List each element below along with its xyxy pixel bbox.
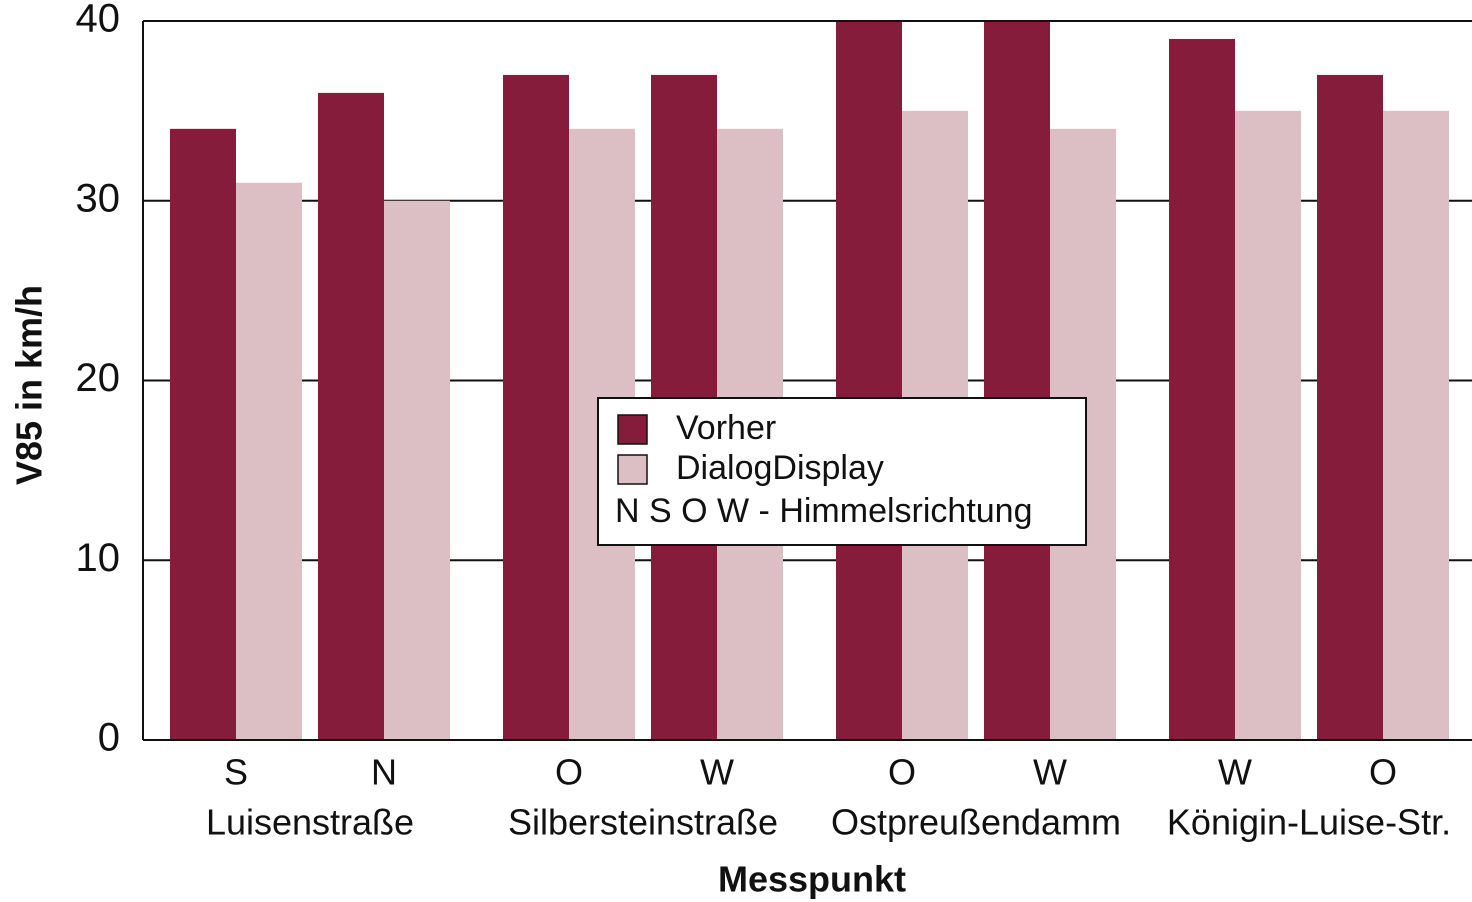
x-axis-label: Messpunkt	[718, 859, 906, 900]
x-tick-label: O	[555, 752, 583, 793]
legend-swatch	[617, 454, 648, 485]
group-label: Ostpreußendamm	[831, 802, 1121, 843]
group-label: Luisenstraße	[206, 802, 414, 843]
bar	[1317, 74, 1383, 741]
group-label: Silbersteinstraße	[508, 802, 778, 843]
bar	[170, 128, 236, 741]
x-tick-label: W	[1218, 752, 1252, 793]
y-tick-label: 20	[76, 356, 121, 400]
y-tick-label: 40	[76, 0, 121, 41]
group-label: Königin-Luise-Str.	[1167, 802, 1451, 843]
axes: 0 10 20 30 40 S N O W O W W O Luisenstraße Silberstein…	[76, 0, 1472, 843]
x-tick-label: S	[224, 752, 248, 793]
bar	[1383, 110, 1449, 740]
bar	[1235, 110, 1301, 740]
bar	[236, 182, 302, 740]
legend-note: N S O W - Himmelsrichtung	[615, 492, 1033, 530]
bar	[836, 21, 902, 740]
y-tick-label: 30	[76, 176, 121, 220]
y-tick-label: 10	[76, 536, 121, 580]
legend-swatch	[617, 414, 648, 445]
x-tick-label: W	[700, 752, 734, 793]
bars	[170, 21, 1449, 741]
bar	[1169, 38, 1235, 741]
legend-label: Vorher	[676, 409, 776, 447]
x-tick-label: N	[371, 752, 397, 793]
x-tick-label: O	[1369, 752, 1397, 793]
legend-label: DialogDisplay	[676, 449, 884, 487]
x-tick-label: O	[888, 752, 916, 793]
y-tick-label: 0	[98, 716, 120, 760]
y-axis-label: V85 in km/h	[9, 285, 50, 485]
legend-box	[597, 397, 1087, 546]
bar	[318, 92, 384, 740]
bar	[984, 21, 1050, 740]
bar	[503, 74, 569, 741]
x-tick-label: W	[1033, 752, 1067, 793]
bar	[384, 200, 450, 740]
